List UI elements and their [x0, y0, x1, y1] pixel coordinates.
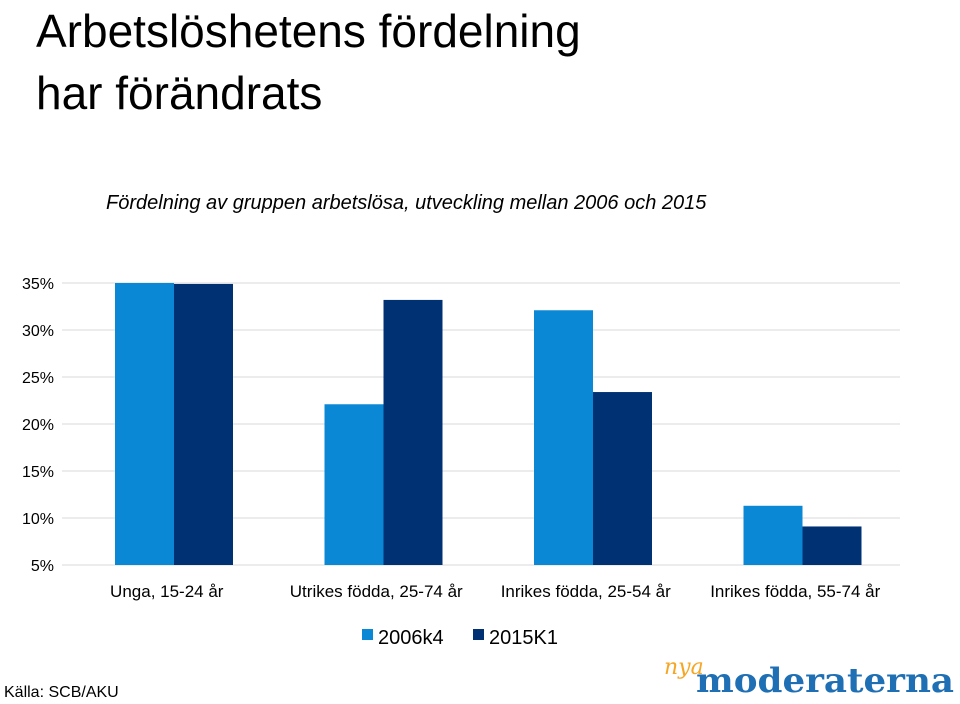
moderaterna-logo: nya moderaterna	[664, 655, 954, 700]
y-tick-label: 15%	[22, 464, 54, 481]
legend-label: 2015K1	[489, 627, 558, 649]
bar	[115, 283, 174, 565]
y-tick-label: 5%	[31, 558, 54, 575]
bar	[802, 526, 862, 565]
bar	[743, 505, 803, 565]
chart-title: Arbetslöshetens fördelning har förändrat…	[36, 0, 581, 124]
x-category-label: Inrikes födda, 55-74 år	[710, 582, 880, 601]
bar	[383, 299, 443, 565]
y-tick-label: 10%	[22, 511, 54, 528]
bar	[534, 310, 593, 565]
bar-chart: 5% 10% 15% 20% 25% 30% 35% Unga, 15-24 år Utrike…	[22, 276, 900, 649]
legend-swatch	[473, 629, 484, 640]
y-tick-label: 25%	[22, 370, 54, 387]
bar	[324, 404, 384, 565]
x-category-label: Inrikes födda, 25-54 år	[501, 582, 671, 601]
title-line-1: Arbetslöshetens fördelning	[36, 5, 581, 57]
y-tick-label: 35%	[22, 276, 54, 293]
svg-text:moderaterna: moderaterna	[696, 661, 954, 700]
legend-label: 2006k4	[378, 627, 444, 649]
bar	[593, 392, 652, 565]
title-line-2: har förändrats	[36, 67, 323, 119]
source-note: Källa: SCB/AKU	[4, 684, 119, 701]
chart-subtitle: Fördelning av gruppen arbetslösa, utveck…	[106, 192, 707, 214]
x-category-label: Unga, 15-24 år	[110, 582, 224, 601]
svg-text:nya: nya	[664, 655, 704, 680]
y-tick-label: 20%	[22, 417, 54, 434]
y-tick-label: 30%	[22, 323, 54, 340]
bar	[174, 283, 233, 565]
legend-swatch	[362, 629, 373, 640]
x-category-label: Utrikes födda, 25-74 år	[290, 582, 463, 601]
